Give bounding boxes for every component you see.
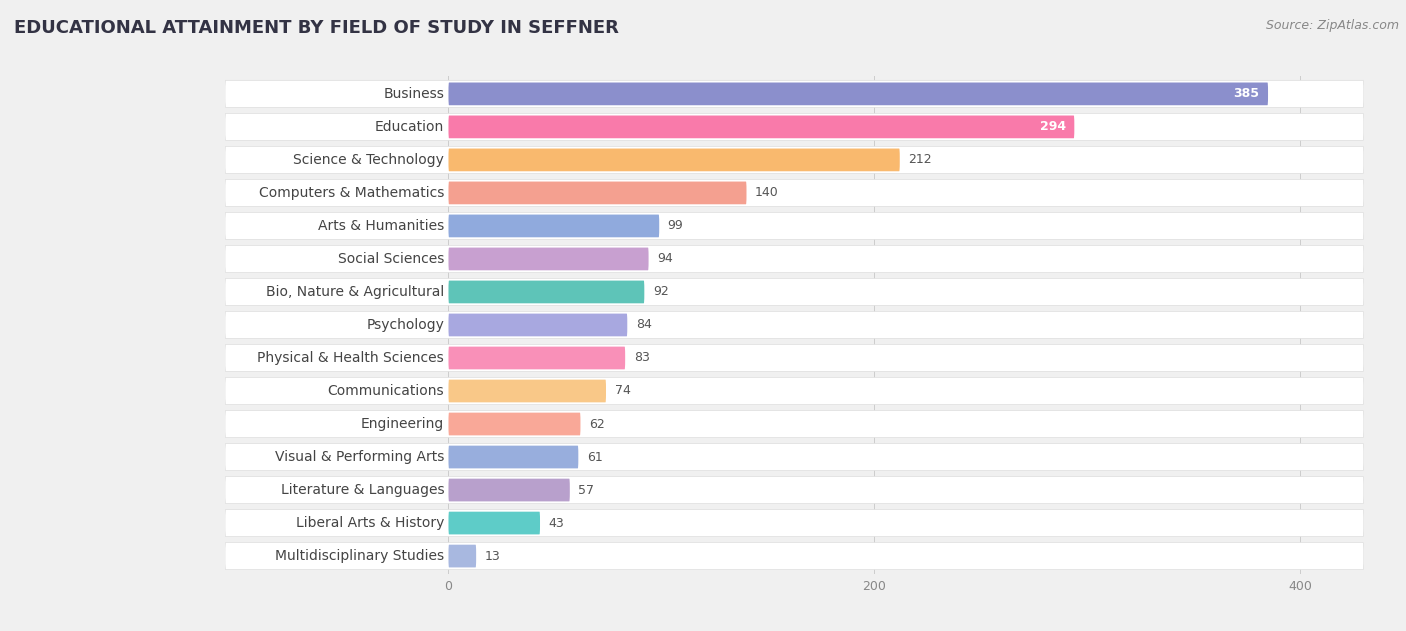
Text: 212: 212: [908, 153, 932, 167]
FancyBboxPatch shape: [449, 512, 540, 534]
Text: 13: 13: [485, 550, 501, 563]
FancyBboxPatch shape: [449, 182, 747, 204]
FancyBboxPatch shape: [225, 411, 1364, 437]
FancyBboxPatch shape: [449, 215, 659, 237]
Text: 92: 92: [652, 285, 669, 298]
FancyBboxPatch shape: [225, 114, 1364, 141]
FancyBboxPatch shape: [449, 148, 900, 171]
Text: Social Sciences: Social Sciences: [337, 252, 444, 266]
FancyBboxPatch shape: [225, 543, 1364, 570]
FancyBboxPatch shape: [449, 281, 644, 304]
Text: 99: 99: [668, 220, 683, 232]
Text: 62: 62: [589, 418, 605, 430]
Text: 74: 74: [614, 384, 630, 398]
Text: 43: 43: [548, 517, 564, 529]
Text: Engineering: Engineering: [361, 417, 444, 431]
Text: Education: Education: [375, 120, 444, 134]
Text: Computers & Mathematics: Computers & Mathematics: [259, 186, 444, 200]
Text: 83: 83: [634, 351, 650, 365]
Text: 57: 57: [578, 483, 595, 497]
Text: 94: 94: [657, 252, 673, 266]
FancyBboxPatch shape: [225, 179, 1364, 206]
Text: Liberal Arts & History: Liberal Arts & History: [295, 516, 444, 530]
Text: Source: ZipAtlas.com: Source: ZipAtlas.com: [1265, 19, 1399, 32]
Text: Bio, Nature & Agricultural: Bio, Nature & Agricultural: [266, 285, 444, 299]
FancyBboxPatch shape: [225, 312, 1364, 338]
Text: Literature & Languages: Literature & Languages: [281, 483, 444, 497]
FancyBboxPatch shape: [225, 213, 1364, 239]
Text: 140: 140: [755, 186, 779, 199]
FancyBboxPatch shape: [449, 445, 578, 468]
FancyBboxPatch shape: [225, 345, 1364, 372]
Text: Visual & Performing Arts: Visual & Performing Arts: [274, 450, 444, 464]
FancyBboxPatch shape: [225, 245, 1364, 273]
Text: Multidisciplinary Studies: Multidisciplinary Studies: [276, 549, 444, 563]
FancyBboxPatch shape: [225, 509, 1364, 536]
Text: 294: 294: [1039, 121, 1066, 133]
FancyBboxPatch shape: [449, 346, 626, 369]
FancyBboxPatch shape: [225, 476, 1364, 504]
FancyBboxPatch shape: [449, 380, 606, 403]
Text: Science & Technology: Science & Technology: [294, 153, 444, 167]
FancyBboxPatch shape: [449, 314, 627, 336]
FancyBboxPatch shape: [449, 545, 477, 567]
Text: Physical & Health Sciences: Physical & Health Sciences: [257, 351, 444, 365]
Text: 84: 84: [636, 319, 651, 331]
FancyBboxPatch shape: [449, 115, 1074, 138]
FancyBboxPatch shape: [449, 247, 648, 270]
FancyBboxPatch shape: [449, 83, 1268, 105]
Text: Psychology: Psychology: [367, 318, 444, 332]
FancyBboxPatch shape: [225, 377, 1364, 404]
Text: Communications: Communications: [328, 384, 444, 398]
FancyBboxPatch shape: [449, 479, 569, 502]
Text: 61: 61: [586, 451, 603, 464]
FancyBboxPatch shape: [225, 278, 1364, 305]
FancyBboxPatch shape: [449, 413, 581, 435]
FancyBboxPatch shape: [225, 80, 1364, 107]
Text: Arts & Humanities: Arts & Humanities: [318, 219, 444, 233]
FancyBboxPatch shape: [225, 146, 1364, 174]
Text: Business: Business: [384, 87, 444, 101]
Text: EDUCATIONAL ATTAINMENT BY FIELD OF STUDY IN SEFFNER: EDUCATIONAL ATTAINMENT BY FIELD OF STUDY…: [14, 19, 619, 37]
FancyBboxPatch shape: [225, 444, 1364, 471]
Text: 385: 385: [1233, 87, 1260, 100]
